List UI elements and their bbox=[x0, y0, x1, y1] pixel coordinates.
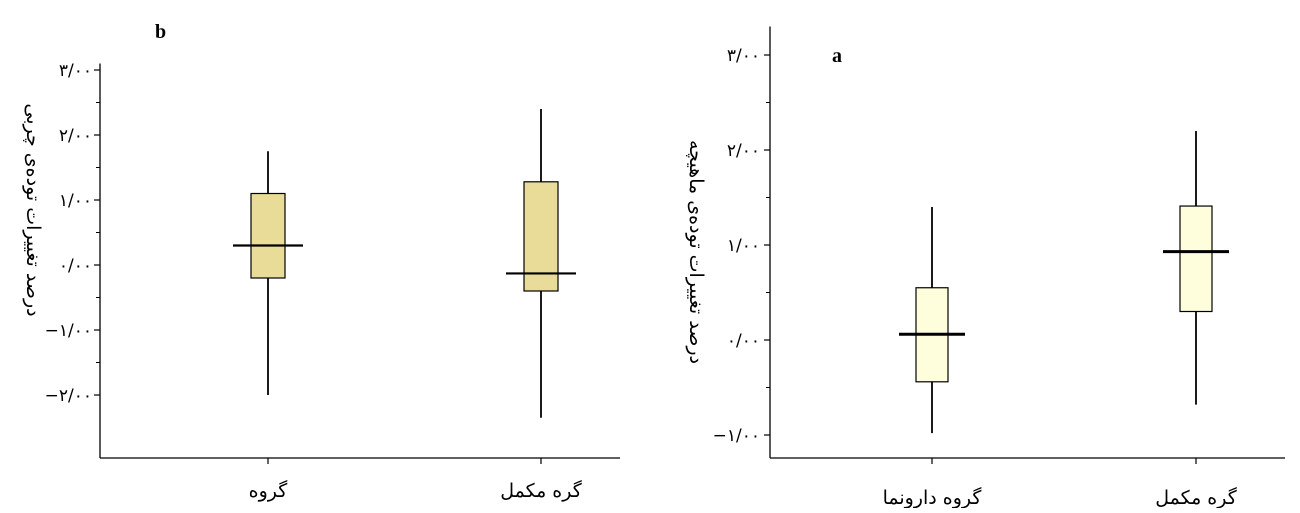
box-1 bbox=[233, 151, 303, 395]
box-2 bbox=[1163, 131, 1229, 405]
y-axis-title: درصد تغییرات توده‌ی ماهیچه bbox=[685, 140, 707, 364]
panel-letter: b bbox=[155, 21, 166, 43]
panel-b: −۲/۰۰ −۱/۰۰ ۰/۰۰ ۱/۰۰ ۲/۰۰ ۳/۰۰ گروه گره مکمل در… bbox=[22, 21, 620, 502]
y-tick-label: −۲/۰۰ bbox=[45, 386, 92, 406]
box-1 bbox=[899, 207, 965, 434]
x-category-label: گروه دارونما bbox=[883, 486, 983, 508]
y-tick-label: ۱/۰۰ bbox=[59, 191, 92, 211]
iqr-box bbox=[523, 181, 559, 292]
box-2 bbox=[506, 109, 576, 418]
y-tick-label: ۳/۰۰ bbox=[727, 46, 760, 66]
iqr-box bbox=[1179, 205, 1213, 313]
y-tick-label: −۱/۰۰ bbox=[713, 426, 760, 446]
panel-letter: a bbox=[832, 45, 842, 67]
iqr-box bbox=[250, 192, 286, 279]
y-tick-label: ۳/۰۰ bbox=[59, 61, 92, 81]
y-tick-label: −۱/۰۰ bbox=[45, 321, 92, 341]
x-category-label: گره مکمل bbox=[500, 479, 583, 502]
y-tick-label: ۰/۰۰ bbox=[59, 256, 92, 276]
y-tick-label: ۲/۰۰ bbox=[727, 141, 760, 161]
x-category-label: گره مکمل bbox=[1155, 486, 1238, 508]
y-axis-title: درصد تغییرات توده‌ی چربی bbox=[22, 103, 44, 316]
y-tick-label: ۲/۰۰ bbox=[59, 126, 92, 146]
y-tick-label: ۰/۰۰ bbox=[727, 331, 760, 351]
x-category-label: گروه bbox=[249, 479, 289, 502]
panel-a: −۱/۰۰ ۰/۰۰ ۱/۰۰ ۲/۰۰ ۳/۰۰ گروه دارونما گره مکم… bbox=[685, 26, 1285, 509]
y-tick-label: ۱/۰۰ bbox=[727, 236, 760, 256]
